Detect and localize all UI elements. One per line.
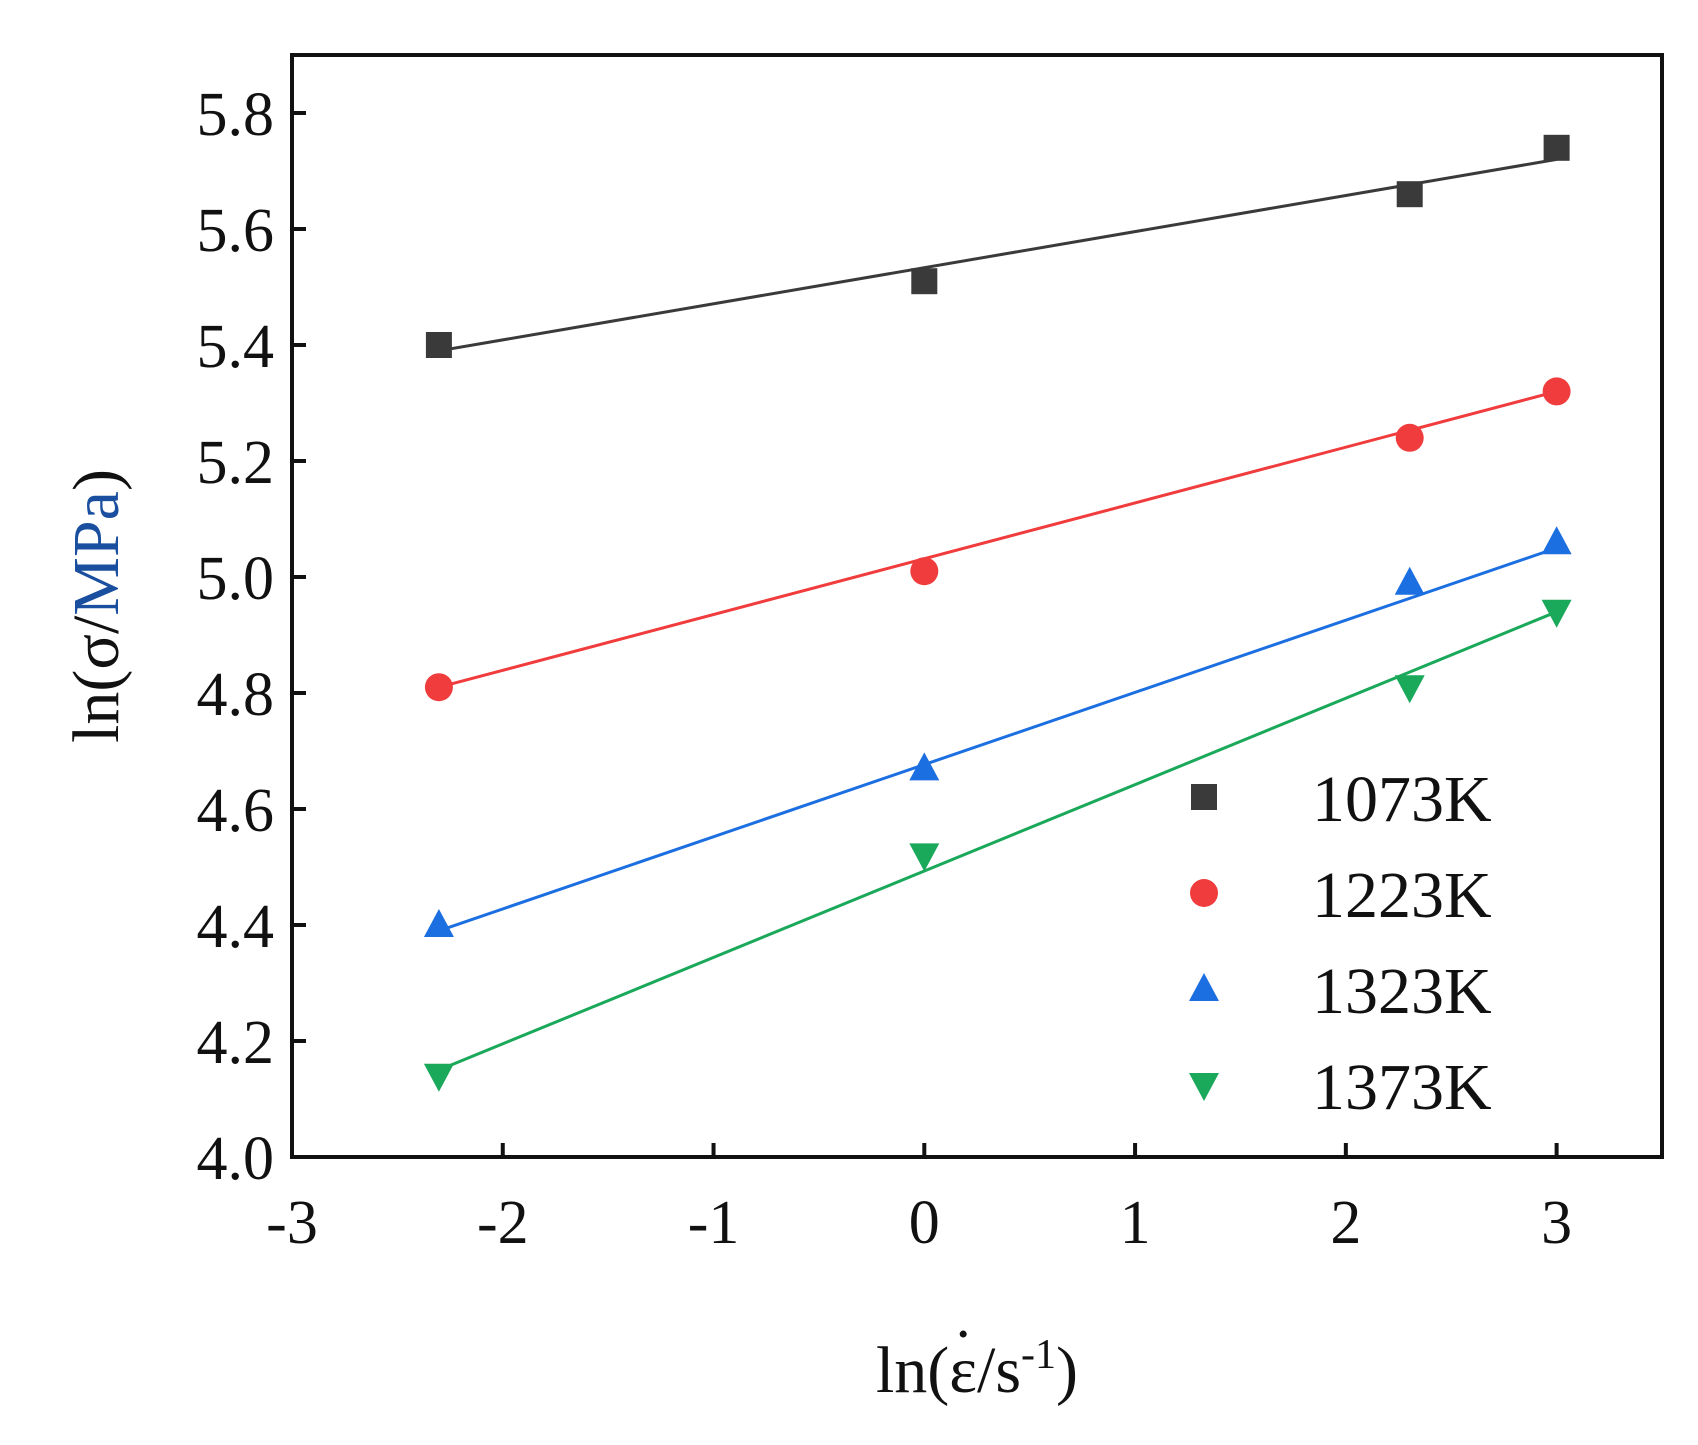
legend-marker-1223k (1190, 879, 1218, 907)
x-tick-label: 1 (1120, 1189, 1151, 1257)
data-point-1373k (423, 1063, 454, 1092)
data-point-1073k (1543, 134, 1570, 161)
y-tick-label: 5.6 (197, 197, 275, 265)
axis-ticks: -3 -2 -1 0 1 2 3 4.0 4.2 4.4 4.6 4.8 5.0 5.2 5.4 5.6 5.8 (197, 81, 1573, 1257)
y-axis-title: ln(σ/MPa) (60, 469, 133, 743)
plot-frame (290, 53, 1664, 1159)
x-tick-label: -3 (266, 1189, 318, 1257)
y-tick-label: 4.8 (197, 661, 275, 729)
fit-lines (438, 157, 1558, 1072)
y-tick-label: 4.0 (197, 1125, 275, 1193)
legend-marker-1073k (1191, 784, 1217, 810)
x-tick-label: 0 (909, 1189, 940, 1257)
legend-marker-1373k (1189, 1073, 1219, 1101)
data-point-1323k (909, 752, 940, 781)
data-point-1223k (1542, 377, 1571, 406)
x-tick-label: 3 (1541, 1189, 1572, 1257)
data-point-1323k (1394, 566, 1425, 595)
data-point-1323k (1541, 526, 1572, 555)
data-points (423, 134, 1572, 1092)
y-tick-label: 5.8 (197, 81, 275, 149)
legend-label: 1223K (1312, 859, 1492, 932)
fit-line-1373k (438, 610, 1558, 1072)
data-point-1323k (423, 909, 454, 937)
data-point-1223k (910, 557, 939, 586)
data-point-1073k (1396, 181, 1423, 208)
legend-label: 1323K (1312, 955, 1492, 1028)
data-point-1373k (909, 843, 940, 872)
data-point-1223k (424, 673, 453, 702)
y-tick-label: 5.2 (197, 429, 275, 497)
fit-line-1223k (438, 389, 1557, 689)
legend-marker-1323k (1189, 973, 1219, 1001)
y-tick-label: 4.6 (197, 777, 275, 845)
y-tick-label: 5.0 (197, 545, 275, 613)
legend-label: 1073K (1312, 763, 1492, 836)
data-point-1373k (1394, 675, 1425, 704)
fit-line-1073k (438, 157, 1557, 353)
fit-line-1323k (438, 546, 1558, 933)
y-tick-label: 4.4 (197, 893, 275, 961)
legend: 1073K 1223K 1323K 1373K (1189, 763, 1492, 1124)
data-point-1373k (1541, 599, 1572, 628)
x-tick-label: -2 (477, 1189, 529, 1257)
legend-label: 1373K (1312, 1051, 1492, 1124)
data-point-1223k (1395, 423, 1424, 452)
x-tick-label: -1 (688, 1189, 740, 1257)
x-axis-title-dot: ˙ (952, 1316, 974, 1389)
data-point-1073k (425, 332, 452, 358)
y-tick-label: 5.4 (197, 313, 275, 381)
y-tick-label: 4.2 (197, 1009, 275, 1077)
x-axis-title: ln(ε/s-1) (876, 1332, 1078, 1407)
x-tick-label: 2 (1330, 1189, 1361, 1257)
data-point-1073k (911, 268, 938, 295)
